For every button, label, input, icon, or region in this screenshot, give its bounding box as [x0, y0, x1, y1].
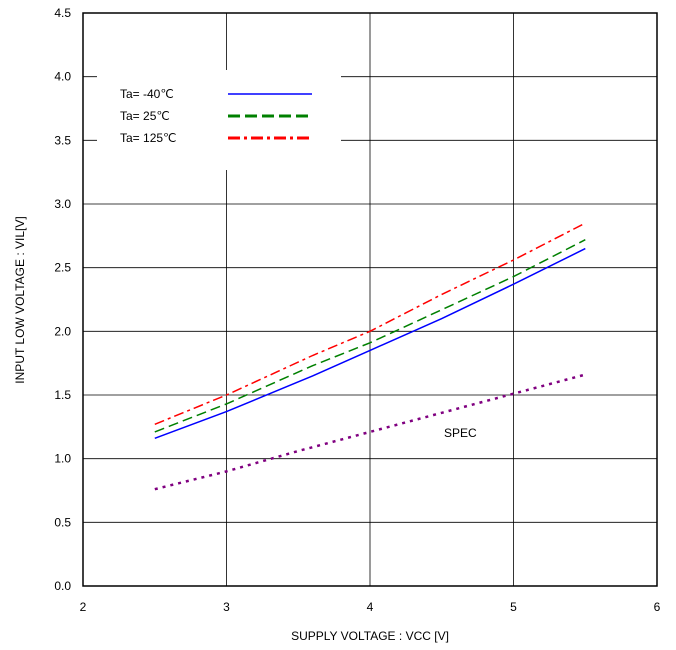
y-tick-label: 1.0	[54, 452, 71, 466]
x-tick-label: 6	[654, 600, 661, 614]
x-tick-label: 2	[80, 600, 87, 614]
y-tick-label: 4.5	[54, 6, 71, 20]
y-tick-label: 2.5	[54, 261, 71, 275]
legend-label: Ta= 125℃	[120, 131, 177, 145]
y-tick-label: 0.5	[54, 515, 71, 529]
y-axis-label: INPUT LOW VOLTAGE : VIL[V]	[13, 216, 27, 383]
x-tick-label: 4	[367, 600, 374, 614]
series-line-2	[154, 222, 586, 425]
plot-frame	[82, 12, 658, 587]
series-line-0	[154, 247, 586, 440]
series-line-1	[154, 239, 586, 433]
series-lines	[154, 222, 586, 491]
legend-box	[97, 70, 341, 170]
series-line-3	[154, 373, 586, 491]
tick-labels: 2 3 4 5 6 0.0 0.5 1.0 1.5 2.0 2.5 3.0 3.5 4.0 4.5	[54, 6, 660, 614]
legend-label: Ta= 25℃	[120, 109, 170, 123]
y-tick-label: 3.5	[54, 133, 71, 147]
y-tick-label: 0.0	[54, 579, 71, 593]
y-tick-label: 4.0	[54, 70, 71, 84]
y-tick-label: 3.0	[54, 197, 71, 211]
x-tick-label: 3	[223, 600, 230, 614]
x-tick-label: 5	[510, 600, 517, 614]
y-tick-label: 1.5	[54, 388, 71, 402]
annotations: SPEC	[444, 426, 477, 440]
legend: Ta= -40℃ Ta= 25℃ Ta= 125℃	[97, 70, 341, 170]
y-tick-label: 2.0	[54, 324, 71, 338]
annotation-label: SPEC	[444, 426, 477, 440]
legend-label: Ta= -40℃	[120, 87, 174, 101]
x-axis-label: SUPPLY VOLTAGE : VCC [V]	[291, 629, 449, 643]
